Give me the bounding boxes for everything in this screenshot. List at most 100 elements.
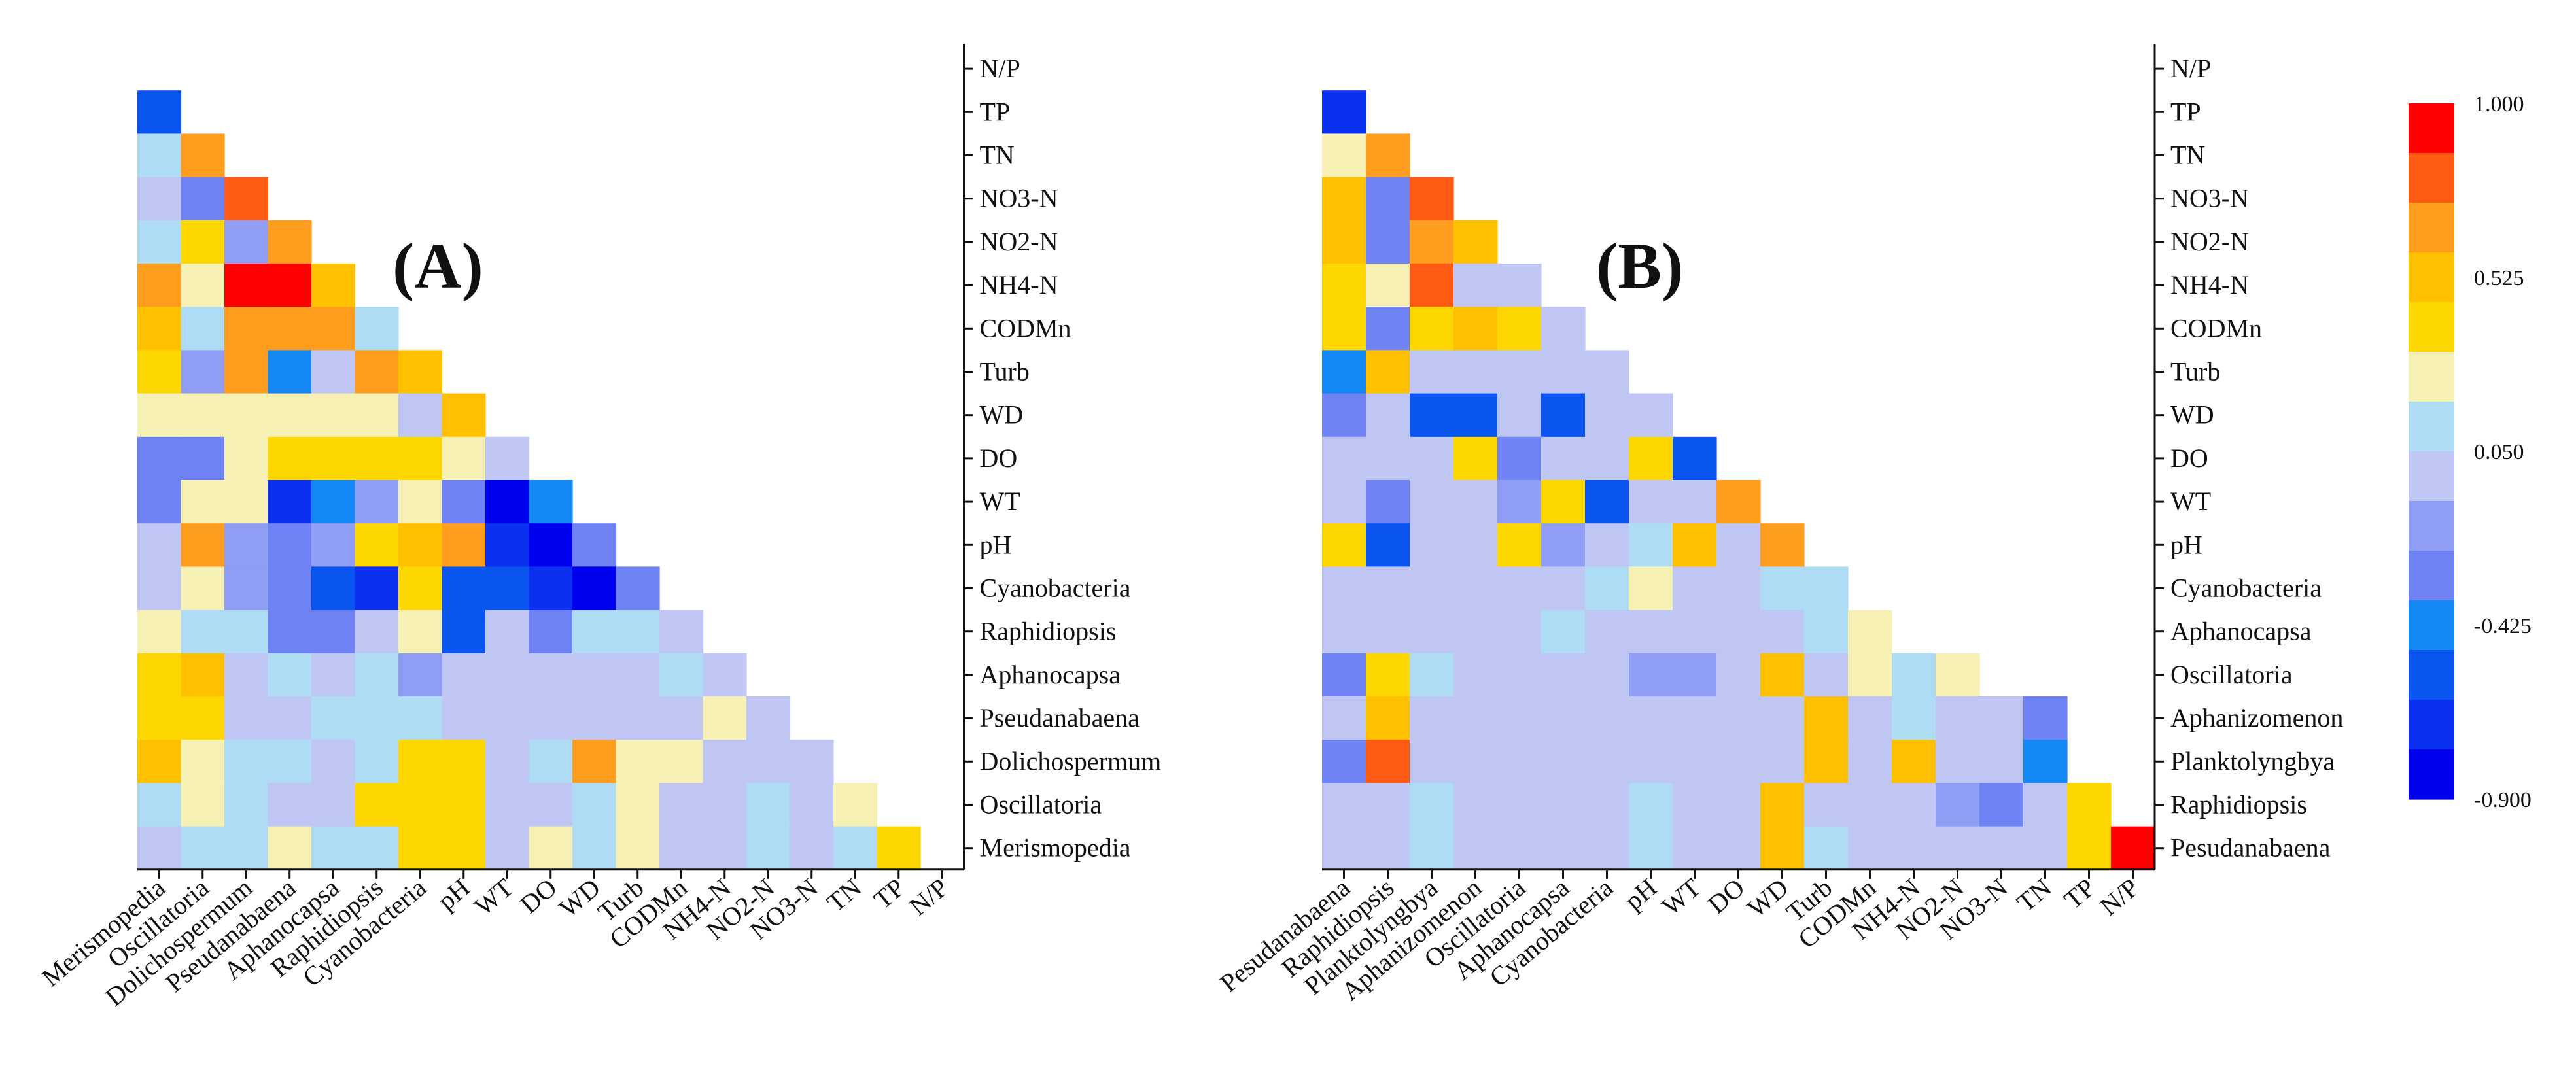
heatmap-cell <box>224 696 269 740</box>
heatmap-cell <box>1673 480 1717 524</box>
heatmap-cell <box>1453 480 1498 524</box>
heatmap-cell <box>1366 783 1410 827</box>
heatmap-cell <box>1497 350 1542 394</box>
heatmap-cell <box>442 653 486 697</box>
y-tick-label: WD <box>980 400 1024 430</box>
heatmap-cell <box>1322 740 1366 783</box>
colorbar-segment <box>2409 600 2454 651</box>
heatmap-cell <box>442 696 486 740</box>
heatmap-cell <box>1892 826 1936 870</box>
heatmap-cell <box>1453 653 1498 697</box>
heatmap-cell <box>1541 480 1586 524</box>
heatmap-cell <box>355 740 399 783</box>
heatmap-cell <box>137 610 182 654</box>
heatmap-cell <box>1410 653 1454 697</box>
heatmap-cell <box>1629 436 1673 481</box>
heatmap-cell <box>1453 610 1498 654</box>
heatmap-cell <box>1629 826 1673 870</box>
heatmap-cell <box>1760 610 1805 654</box>
heatmap-cell <box>181 696 225 740</box>
heatmap-cell <box>790 740 834 783</box>
heatmap-cell <box>1541 393 1586 438</box>
heatmap-cell <box>137 740 182 783</box>
x-tick-label: pH <box>1619 872 1662 916</box>
heatmap-cell <box>1629 480 1673 524</box>
heatmap-cell <box>1585 566 1629 611</box>
heatmap-cell <box>1410 566 1454 611</box>
x-tick-label: TP <box>868 872 911 914</box>
heatmap-cell <box>1936 653 1980 697</box>
heatmap-cell <box>442 783 486 827</box>
heatmap-cell <box>1322 350 1366 394</box>
heatmap-cell <box>1848 826 1892 870</box>
heatmap-cell <box>572 653 617 697</box>
heatmap-cell <box>311 566 356 611</box>
heatmap-cell <box>616 696 660 740</box>
heatmap-cell <box>311 740 356 783</box>
colorbar-segment <box>2409 551 2454 601</box>
x-tick-label: WD <box>553 872 606 923</box>
x-tick-label: TN <box>821 872 867 918</box>
heatmap-cell <box>268 436 312 481</box>
heatmap-cell <box>1585 350 1629 394</box>
y-tick-label: Turb <box>980 357 1030 387</box>
colorbar-segment <box>2409 402 2454 452</box>
heatmap-cell <box>1541 436 1586 481</box>
heatmap-cell <box>1716 696 1761 740</box>
x-tick-label: DO <box>1702 872 1750 920</box>
heatmap-cell <box>311 696 356 740</box>
heatmap-cell <box>1936 696 1980 740</box>
heatmap-cell <box>1366 350 1410 394</box>
panel-b-label: (B) <box>1596 230 1683 302</box>
heatmap-cell <box>1366 480 1410 524</box>
heatmap-cell <box>1453 523 1498 567</box>
heatmap-cell <box>355 783 399 827</box>
y-tick-label: Oscillatoria <box>980 790 1102 819</box>
heatmap-cell <box>2023 696 2068 740</box>
heatmap-cell <box>224 350 269 394</box>
heatmap-cell <box>398 523 443 567</box>
heatmap-cell <box>616 566 660 611</box>
heatmap-cell <box>181 826 225 870</box>
heatmap-cell <box>398 653 443 697</box>
colorbar-segment <box>2409 749 2454 800</box>
heatmap-cell <box>137 523 182 567</box>
heatmap-cell <box>1453 307 1498 351</box>
heatmap-cell <box>355 566 399 611</box>
heatmap-cell <box>1716 826 1761 870</box>
heatmap-cell <box>355 307 399 351</box>
heatmap-cell <box>181 523 225 567</box>
heatmap-cell <box>659 696 704 740</box>
heatmap-cell <box>1936 740 1980 783</box>
heatmap-cell <box>1497 480 1542 524</box>
heatmap-cell <box>529 610 573 654</box>
heatmap-cell <box>1322 133 1366 178</box>
heatmap-cell <box>1585 653 1629 697</box>
heatmap-cell <box>485 740 530 783</box>
heatmap-cell <box>1629 653 1673 697</box>
heatmap-cell <box>659 610 704 654</box>
heatmap-cell <box>1716 480 1761 524</box>
heatmap-cell <box>1322 653 1366 697</box>
heatmap-cell <box>485 783 530 827</box>
heatmap-cell <box>268 264 312 307</box>
heatmap-cell <box>1892 696 1936 740</box>
heatmap-cell <box>398 350 443 394</box>
heatmap-cell <box>1322 783 1366 827</box>
heatmap-cell <box>1497 783 1542 827</box>
heatmap-cell <box>1366 610 1410 654</box>
colorbar-tick-label: 0.525 <box>2474 266 2524 290</box>
heatmap-cell <box>1410 177 1454 221</box>
heatmap-cell <box>224 307 269 351</box>
heatmap-cell <box>355 653 399 697</box>
heatmap-cell <box>268 307 312 351</box>
heatmap-cell <box>703 826 747 870</box>
heatmap-cell <box>1410 307 1454 351</box>
heatmap-cell <box>181 220 225 264</box>
heatmap-cell <box>268 523 312 567</box>
heatmap-cell <box>1673 610 1717 654</box>
heatmap-cell <box>1497 307 1542 351</box>
heatmap-cell <box>1366 436 1410 481</box>
heatmap-cell <box>1716 610 1761 654</box>
heatmap-cell <box>572 696 617 740</box>
